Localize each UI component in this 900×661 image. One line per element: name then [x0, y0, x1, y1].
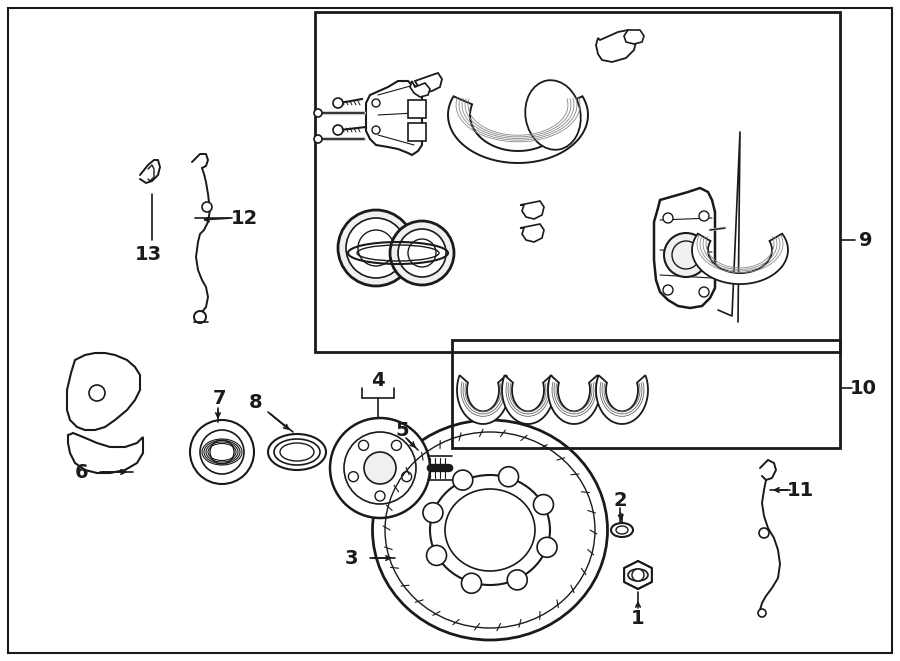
Circle shape — [462, 573, 482, 594]
Text: 12: 12 — [230, 208, 257, 227]
Polygon shape — [548, 375, 600, 424]
Polygon shape — [624, 561, 652, 589]
Bar — [315, 12, 840, 352]
Circle shape — [699, 211, 709, 221]
Circle shape — [453, 470, 472, 490]
Text: 4: 4 — [371, 371, 385, 389]
Polygon shape — [415, 73, 442, 93]
Polygon shape — [692, 233, 788, 284]
Circle shape — [758, 609, 766, 617]
Polygon shape — [624, 30, 644, 44]
Text: 8: 8 — [248, 393, 262, 412]
Circle shape — [537, 537, 557, 557]
Circle shape — [202, 202, 212, 212]
Circle shape — [314, 109, 322, 117]
Bar — [408, 100, 426, 118]
Circle shape — [194, 311, 206, 323]
Polygon shape — [596, 375, 648, 424]
Polygon shape — [448, 97, 588, 163]
Circle shape — [508, 570, 527, 590]
Circle shape — [427, 545, 446, 565]
Polygon shape — [410, 81, 430, 97]
Circle shape — [664, 233, 708, 277]
Text: 2: 2 — [613, 490, 626, 510]
Bar — [452, 340, 840, 448]
Polygon shape — [654, 188, 715, 308]
Bar — [408, 123, 426, 141]
Polygon shape — [596, 30, 636, 62]
Circle shape — [663, 285, 673, 295]
Circle shape — [333, 98, 343, 108]
Circle shape — [534, 494, 554, 514]
Circle shape — [390, 221, 454, 285]
Circle shape — [398, 229, 446, 277]
Circle shape — [338, 210, 414, 286]
Polygon shape — [520, 201, 544, 219]
Circle shape — [699, 287, 709, 297]
Circle shape — [364, 452, 396, 484]
Circle shape — [423, 503, 443, 523]
Text: 1: 1 — [631, 609, 644, 627]
Text: 3: 3 — [345, 549, 358, 568]
Ellipse shape — [526, 80, 581, 150]
Text: 11: 11 — [787, 481, 814, 500]
Polygon shape — [502, 375, 554, 424]
Circle shape — [663, 213, 673, 223]
Text: 9: 9 — [860, 231, 873, 249]
Text: 6: 6 — [75, 463, 88, 481]
Circle shape — [759, 528, 769, 538]
Circle shape — [333, 125, 343, 135]
Circle shape — [330, 418, 430, 518]
Polygon shape — [67, 353, 140, 430]
Polygon shape — [457, 375, 509, 424]
Polygon shape — [68, 433, 143, 473]
Ellipse shape — [373, 420, 608, 640]
Circle shape — [314, 135, 322, 143]
Polygon shape — [366, 81, 422, 155]
Circle shape — [499, 467, 518, 486]
Polygon shape — [520, 224, 544, 242]
Circle shape — [346, 218, 406, 278]
Text: 10: 10 — [850, 379, 877, 397]
Circle shape — [632, 569, 644, 581]
Ellipse shape — [611, 523, 633, 537]
Text: 5: 5 — [395, 420, 409, 440]
Text: 13: 13 — [134, 245, 162, 264]
Ellipse shape — [628, 569, 648, 581]
Text: 7: 7 — [213, 389, 227, 407]
